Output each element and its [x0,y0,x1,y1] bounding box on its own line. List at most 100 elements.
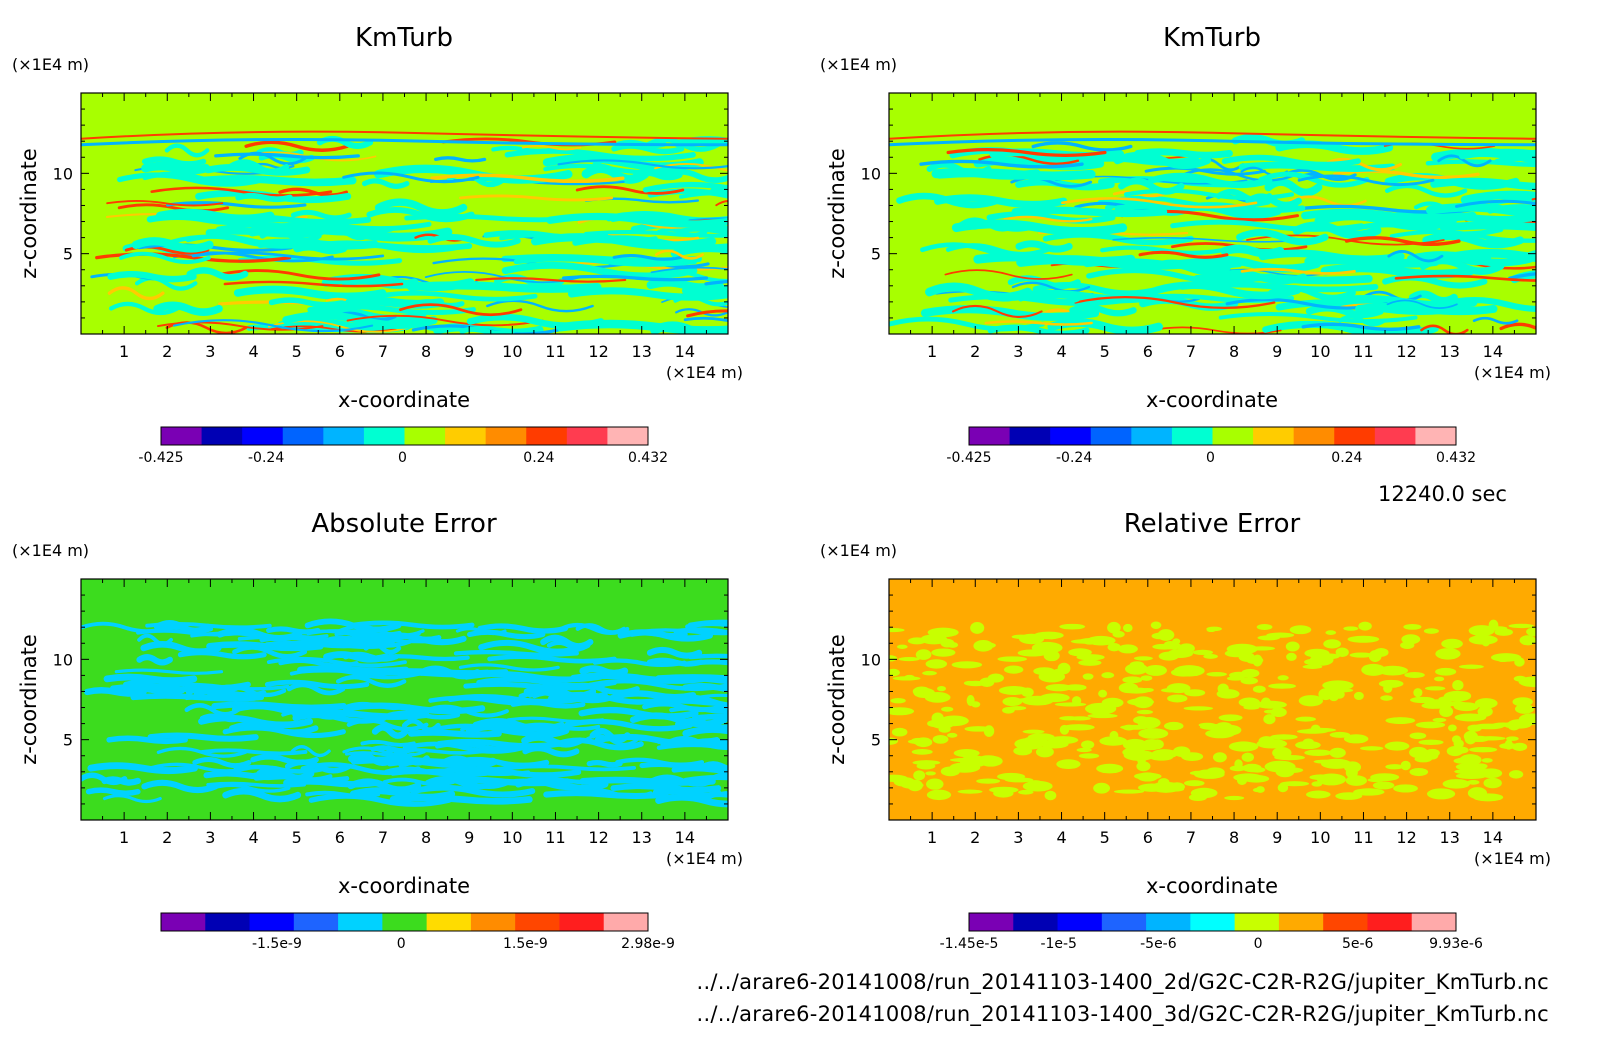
y-axis-label: z-coordinate [825,148,849,279]
colorbar-swatch [201,427,243,445]
x-tick-label: 8 [421,342,431,361]
colorbar-swatch [1131,427,1173,445]
colorbar-swatch [205,913,251,931]
x-tick-label: 6 [1143,342,1153,361]
x-tick-label: 4 [248,828,258,847]
x-tick-label: 14 [675,342,695,361]
y-unit-label: (×1E4 m) [12,541,89,560]
field-texture [889,619,1536,802]
colorbar-swatch [559,913,605,931]
colorbar-swatch [1171,427,1213,445]
colorbar-tick-label: 0.24 [1331,450,1362,466]
colorbar-swatch [1415,427,1457,445]
panel-title: KmTurb [1163,23,1261,53]
colorbar-frame [968,912,1457,932]
colorbar-swatch [470,913,516,931]
x-tick-label: 10 [1310,342,1330,361]
colorbar-swatch [1374,427,1416,445]
file-path-2: ../../arare6-20141008/run_20141103-1400_… [696,1002,1549,1026]
x-tick-label: 7 [378,828,388,847]
colorbar-swatch [1278,913,1324,931]
colorbar-frame [968,426,1457,446]
colorbar-swatch [969,427,1011,445]
colorbar-tick-label: 0.24 [523,450,554,466]
x-tick-label: 9 [1272,342,1282,361]
x-tick-label: 6 [335,342,345,361]
y-tick-label: 10 [53,164,73,183]
x-tick-label: 2 [162,828,172,847]
x-tick-label: 2 [162,342,172,361]
x-tick-label: 6 [335,828,345,847]
colorbar-swatch [1367,913,1413,931]
colorbar-swatch [1293,427,1335,445]
colorbar-tick-label: -1.5e-9 [252,936,302,952]
time-label: 12240.0 sec [1378,482,1507,506]
x-tick-label: 4 [248,342,258,361]
x-tick-label: 11 [1353,828,1373,847]
panel-2: KmTurb(×1E4 m)1 2 3 4 5 6 7 8 9 10 11 12 13 14510(×1E… [820,23,1551,466]
x-unit-label: (×1E4 m) [1474,363,1551,382]
colorbar-swatch [249,913,295,931]
x-tick-label: 8 [1229,342,1239,361]
y-axis-label: z-coordinate [825,634,849,765]
x-axis-label: x-coordinate [338,388,470,412]
colorbar-swatch [363,427,405,445]
x-tick-label: 7 [1186,828,1196,847]
x-tick-label: 12 [588,342,608,361]
y-axis-label: z-coordinate [17,148,41,279]
colorbar-tick-label: -0.425 [946,450,991,466]
colorbar-swatch [161,913,206,931]
y-tick-label: 10 [861,164,881,183]
colorbar-tick-label: 9.93e-6 [1429,936,1483,952]
colorbar-tick-label: 0.432 [1436,450,1476,466]
colorbar-swatch [1323,913,1368,931]
colorbar-tick-label: -0.24 [248,450,284,466]
colorbar-swatch [1190,913,1236,931]
colorbar-tick-label: -5e-6 [1140,936,1177,952]
x-tick-label: 13 [1440,828,1460,847]
x-tick-label: 4 [1056,828,1066,847]
x-unit-label: (×1E4 m) [1474,849,1551,868]
colorbar-swatch [1013,913,1059,931]
colorbar-tick-label: -0.24 [1056,450,1092,466]
panel-3: Absolute Error(×1E4 m)1 2 3 4 5 6 7 8 9 10 11 12 13 1… [12,509,743,952]
colorbar-swatch [338,913,383,931]
field-texture [81,618,728,808]
colorbar-tick-label: -1.45e-5 [940,936,999,952]
colorbar-swatch [526,427,568,445]
x-tick-label: 3 [1013,342,1023,361]
x-tick-label: 9 [464,828,474,847]
x-tick-label: 8 [421,828,431,847]
x-tick-label: 11 [545,342,565,361]
x-tick-label: 7 [378,342,388,361]
x-axis-label: x-coordinate [1146,388,1278,412]
x-unit-label: (×1E4 m) [666,849,743,868]
colorbar-swatch [969,913,1014,931]
x-tick-label: 3 [1013,828,1023,847]
colorbar-swatch [293,913,339,931]
panel-title: Absolute Error [311,509,497,539]
x-tick-label: 14 [1483,342,1503,361]
x-tick-label: 14 [1483,828,1503,847]
colorbar-swatch [323,427,365,445]
x-tick-label: 5 [292,828,302,847]
colorbar-tick-label: 0 [397,936,406,952]
colorbar-swatch [1009,427,1051,445]
colorbar-tick-label: 0 [1254,936,1263,952]
x-tick-label: 7 [1186,342,1196,361]
colorbar-swatch [1411,913,1457,931]
y-unit-label: (×1E4 m) [820,55,897,74]
x-tick-label: 10 [502,828,522,847]
y-unit-label: (×1E4 m) [12,55,89,74]
colorbar-swatch [242,427,284,445]
x-tick-label: 8 [1229,828,1239,847]
x-tick-label: 5 [1100,828,1110,847]
x-tick-label: 1 [119,828,129,847]
x-unit-label: (×1E4 m) [666,363,743,382]
colorbar-swatch [515,913,560,931]
x-tick-label: 13 [632,342,652,361]
x-tick-label: 2 [970,342,980,361]
colorbar-tick-label: 0 [398,450,407,466]
colorbar-swatch [603,913,649,931]
